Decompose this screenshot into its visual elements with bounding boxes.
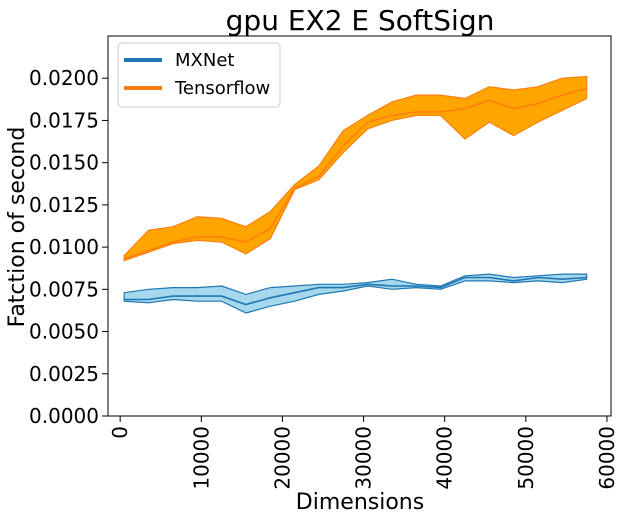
- y-tick-label: 0.0100: [29, 235, 99, 259]
- y-tick-label: 0.0075: [29, 277, 99, 301]
- tensorflow-band: [123, 75, 588, 262]
- x-tick-label: 10000: [189, 426, 213, 490]
- y-tick-label: 0.0050: [29, 320, 99, 344]
- y-tick-label: 0.0150: [29, 151, 99, 175]
- y-axis-label: Fatction of second: [5, 127, 30, 328]
- mxnet-line: [124, 276, 587, 306]
- y-tick-label: 0.0175: [29, 108, 99, 132]
- x-axis-label: Dimensions: [296, 490, 424, 515]
- x-tick-label: 60000: [595, 426, 619, 490]
- y-axis-ticks: 0.0000 0.0025 0.0050 0.0075 0.0100 0.0125 0.01…: [29, 66, 108, 428]
- legend: MXNet Tensorflow: [117, 42, 281, 108]
- x-tick-label: 50000: [514, 426, 538, 490]
- legend-label-tensorflow: Tensorflow: [174, 78, 270, 99]
- chart-title: gpu EX2 E SoftSign: [226, 4, 495, 37]
- tensorflow-line: [123, 87, 587, 260]
- confidence-bands: [123, 75, 588, 314]
- legend-label-mxnet: MXNet: [175, 50, 234, 71]
- x-tick-label: 30000: [352, 426, 376, 490]
- y-tick-label: 0.0125: [29, 193, 99, 217]
- y-tick-label: 0.0000: [29, 404, 99, 428]
- plot-frame: [107, 35, 612, 417]
- x-axis-ticks: 0 10000 20000 30000 40000 50000 60000: [108, 416, 619, 490]
- y-tick-label: 0.0025: [29, 362, 99, 386]
- x-tick-label: 40000: [433, 426, 457, 490]
- x-tick-label: 0: [108, 426, 132, 439]
- series-lines: [123, 87, 587, 306]
- y-tick-label: 0.0200: [29, 66, 99, 90]
- x-tick-label: 20000: [270, 426, 294, 490]
- mxnet-band: [123, 273, 588, 314]
